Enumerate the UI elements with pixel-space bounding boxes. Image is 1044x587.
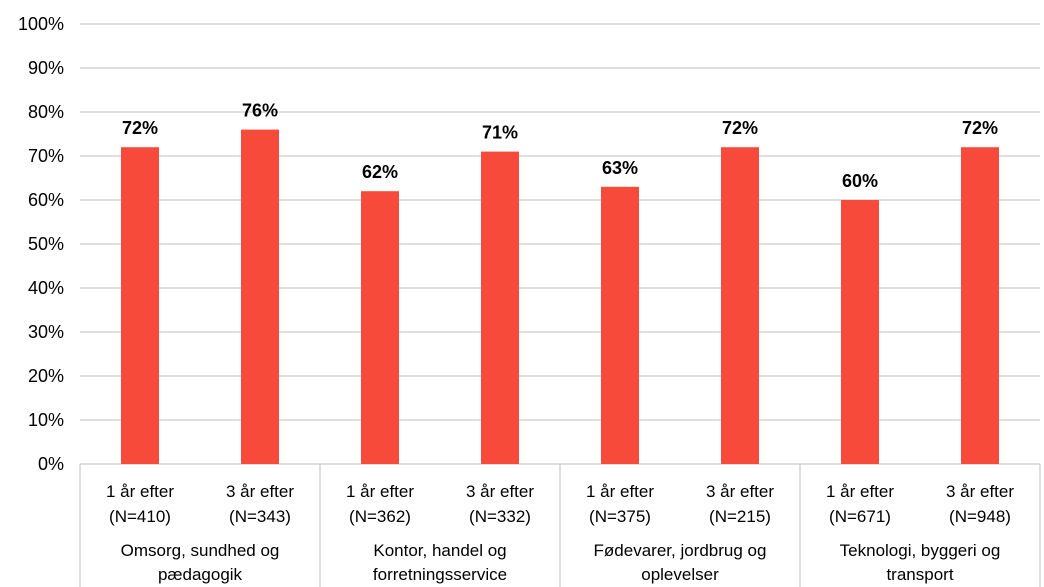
bar-category-label: 1 år efter [826, 482, 894, 501]
data-label: 71% [482, 123, 518, 143]
y-tick-label: 90% [28, 58, 64, 78]
bar [121, 147, 159, 464]
data-labels: 72% 76% 62% 71% 63% 72% 60% 72% [122, 101, 998, 191]
bar [961, 147, 999, 464]
group-label: pædagogik [158, 565, 243, 584]
category-labels: 1 år efter (N=410) 3 år efter (N=343) Omsorg… [106, 482, 1014, 584]
bar-category-label: 1 år efter [586, 482, 654, 501]
group-label: Fødevarer, jordbrug og [594, 541, 767, 560]
bar-category-label: (N=671) [829, 507, 891, 526]
bar-category-label: (N=948) [949, 507, 1011, 526]
bar [241, 129, 279, 464]
bar-category-label: (N=332) [469, 507, 531, 526]
y-tick-label: 80% [28, 102, 64, 122]
data-label: 72% [122, 118, 158, 138]
group-label: oplevelser [641, 565, 719, 584]
bar-category-label: 1 år efter [346, 482, 414, 501]
bar-category-label: (N=343) [229, 507, 291, 526]
data-label: 72% [722, 118, 758, 138]
data-label: 76% [242, 101, 278, 121]
bar-category-label: (N=215) [709, 507, 771, 526]
bar-category-label: (N=410) [109, 507, 171, 526]
data-label: 62% [362, 162, 398, 182]
bar-category-label: (N=362) [349, 507, 411, 526]
data-label: 60% [842, 171, 878, 191]
data-label: 63% [602, 158, 638, 178]
y-tick-label: 20% [28, 366, 64, 386]
group-label: transport [886, 565, 953, 584]
y-tick-label: 10% [28, 410, 64, 430]
bar-category-label: (N=375) [589, 507, 651, 526]
bar-category-label: 3 år efter [706, 482, 774, 501]
y-tick-label: 0% [38, 454, 64, 474]
data-label: 72% [962, 118, 998, 138]
y-tick-label: 50% [28, 234, 64, 254]
bar [841, 200, 879, 464]
y-tick-label: 100% [18, 14, 64, 34]
y-tick-label: 30% [28, 322, 64, 342]
group-label: forretningsservice [373, 565, 507, 584]
bar-category-label: 3 år efter [466, 482, 534, 501]
bars [121, 129, 999, 465]
category-axis [79, 463, 1041, 587]
group-label: Kontor, handel og [373, 541, 506, 560]
group-label: Omsorg, sundhed og [121, 541, 280, 560]
bar [721, 147, 759, 464]
group-label: Teknologi, byggeri og [840, 541, 1001, 560]
gridlines [80, 23, 1040, 421]
bar [481, 151, 519, 464]
bar-category-label: 1 år efter [106, 482, 174, 501]
bar [601, 186, 639, 465]
bar-category-label: 3 år efter [946, 482, 1014, 501]
y-axis-tick-labels: 0% 10% 20% 30% 40% 50% 60% 70% 80% 90% 100% [18, 14, 64, 474]
bar [361, 191, 399, 464]
bar-category-label: 3 år efter [226, 482, 294, 501]
y-tick-label: 60% [28, 190, 64, 210]
y-tick-label: 70% [28, 146, 64, 166]
y-tick-label: 40% [28, 278, 64, 298]
